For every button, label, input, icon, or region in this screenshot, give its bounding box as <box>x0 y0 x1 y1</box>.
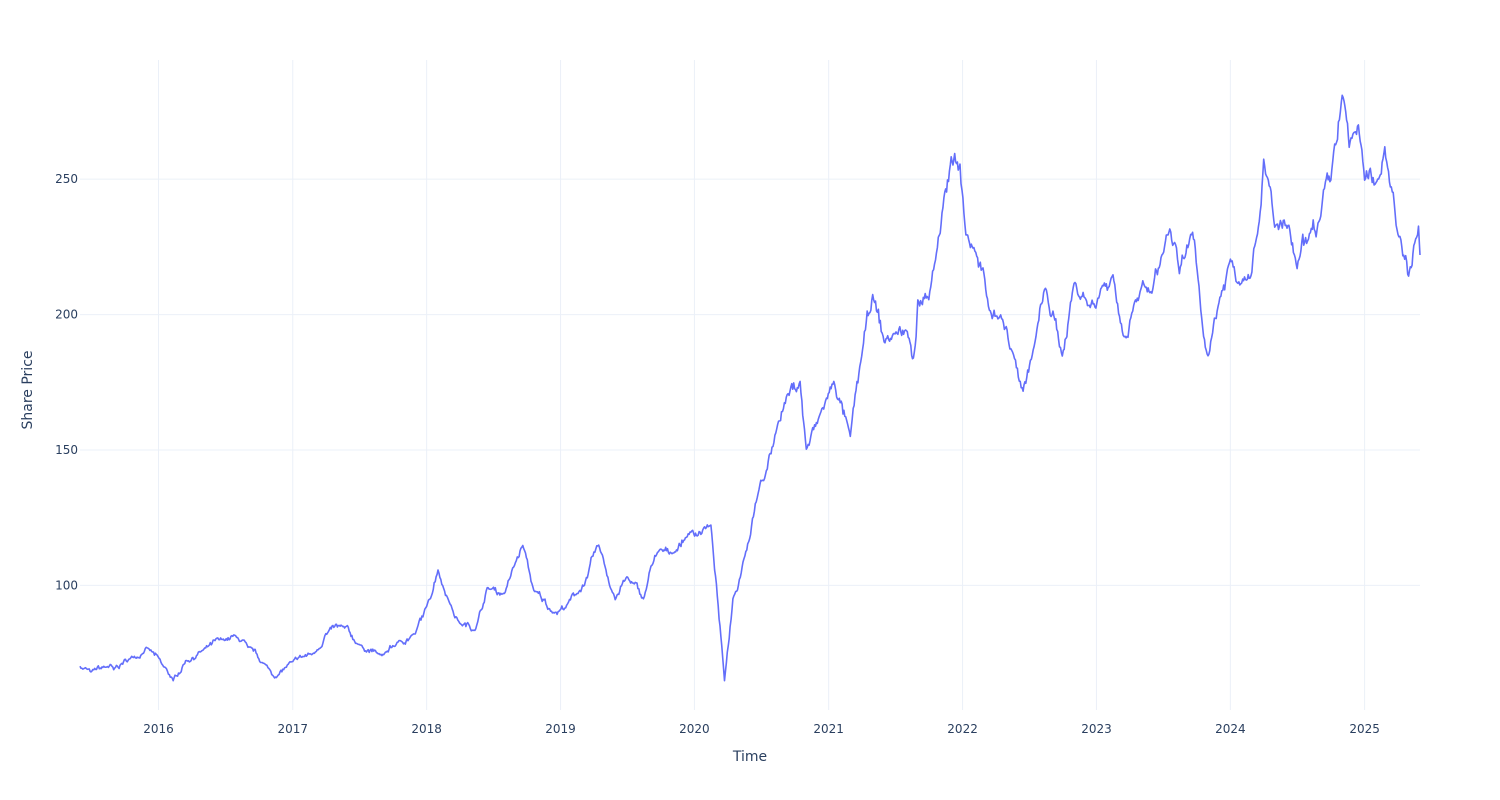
x-tick-label: 2017 <box>277 722 308 736</box>
x-tick-label: 2024 <box>1215 722 1246 736</box>
x-tick-label: 2021 <box>813 722 844 736</box>
series-line-0 <box>79 94 1421 682</box>
x-tick-label: 2018 <box>411 722 442 736</box>
y-axis-title: Share Price <box>20 350 36 429</box>
x-axis-title: Time <box>732 749 767 765</box>
plot-background <box>80 60 1420 710</box>
x-tick-label: 2016 <box>143 722 174 736</box>
x-tick-label: 2020 <box>679 722 710 736</box>
y-tick-label: 150 <box>55 443 78 457</box>
x-tick-label: 2023 <box>1081 722 1112 736</box>
series-layer <box>79 94 1421 682</box>
x-tick-label: 2022 <box>947 722 978 736</box>
y-tick-label: 200 <box>55 308 78 322</box>
x-tick-label: 2025 <box>1349 722 1380 736</box>
y-tick-label: 100 <box>55 578 78 592</box>
grid-lines <box>80 60 1420 710</box>
x-tick-label: 2019 <box>545 722 576 736</box>
tick-labels: 2016 2017 2018 2019 2020 2021 2022 2023 2024 2025… <box>55 172 1380 736</box>
y-tick-label: 250 <box>55 172 78 186</box>
